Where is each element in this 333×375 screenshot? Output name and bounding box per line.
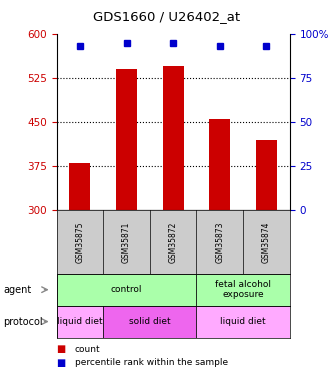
- Text: ■: ■: [57, 358, 66, 368]
- Bar: [103, 306, 196, 338]
- Text: count: count: [75, 345, 101, 354]
- Bar: [116, 69, 137, 210]
- Bar: [163, 66, 184, 210]
- Text: agent: agent: [3, 285, 32, 295]
- Text: control: control: [111, 285, 142, 294]
- Bar: [209, 119, 230, 210]
- Text: ■: ■: [57, 344, 66, 354]
- Text: GSM35872: GSM35872: [168, 221, 178, 262]
- Text: liquid diet: liquid diet: [220, 317, 266, 326]
- Bar: [196, 274, 290, 306]
- Text: GSM35871: GSM35871: [122, 221, 131, 262]
- Text: solid diet: solid diet: [129, 317, 170, 326]
- Text: GSM35875: GSM35875: [75, 221, 85, 262]
- Text: GSM35873: GSM35873: [215, 221, 224, 262]
- Text: GDS1660 / U26402_at: GDS1660 / U26402_at: [93, 10, 240, 23]
- Bar: [57, 306, 103, 338]
- Bar: [256, 140, 277, 210]
- Text: protocol: protocol: [3, 316, 43, 327]
- Text: GSM35874: GSM35874: [262, 221, 271, 262]
- Bar: [69, 163, 90, 210]
- Bar: [196, 306, 290, 338]
- Text: percentile rank within the sample: percentile rank within the sample: [75, 358, 228, 368]
- Bar: [57, 274, 196, 306]
- Text: fetal alcohol
exposure: fetal alcohol exposure: [215, 280, 271, 299]
- Text: liquid diet: liquid diet: [57, 317, 103, 326]
